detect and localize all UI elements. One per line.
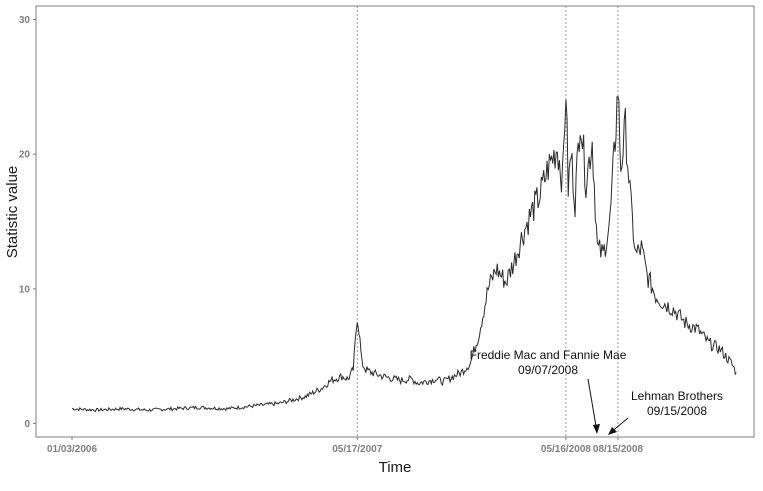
annotation-lehman: Lehman Brothers 09/15/2008 [608,389,723,435]
annotation-freddie-fannie: Freddie Mac and Fannie Mae 09/07/2008 [470,348,627,434]
plot-panel [35,5,755,438]
y-axis-ticks: 0 10 20 30 [19,15,36,430]
annotation-lehman-line2: 09/15/2008 [647,404,707,418]
annotation-freddie-fannie-line2: 09/07/2008 [518,363,578,377]
annotation-freddie-fannie-arrowhead [593,424,600,434]
annotation-lehman-arrowhead [608,427,617,435]
annotation-lehman-line1: Lehman Brothers [631,389,723,403]
x-tick-label: 05/17/2007 [332,444,382,455]
x-tick-label: 05/16/2008 [541,444,591,455]
y-tick-label: 10 [19,284,31,295]
annotation-freddie-fannie-arrow [587,378,598,433]
y-tick-label: 20 [19,150,31,161]
y-axis-title: Statistic value [4,166,21,259]
y-tick-label: 30 [19,15,31,26]
x-tick-label: 08/15/2008 [593,444,643,455]
x-axis-ticks: 01/03/2006 05/17/2007 05/16/2008 08/15/2008 [47,437,643,455]
x-tick-label: 01/03/2006 [47,444,97,455]
x-axis-title: Time [379,459,412,476]
annotation-freddie-fannie-line1: Freddie Mac and Fannie Mae [470,348,627,362]
series-line [71,96,737,413]
y-tick-label: 0 [24,419,30,430]
